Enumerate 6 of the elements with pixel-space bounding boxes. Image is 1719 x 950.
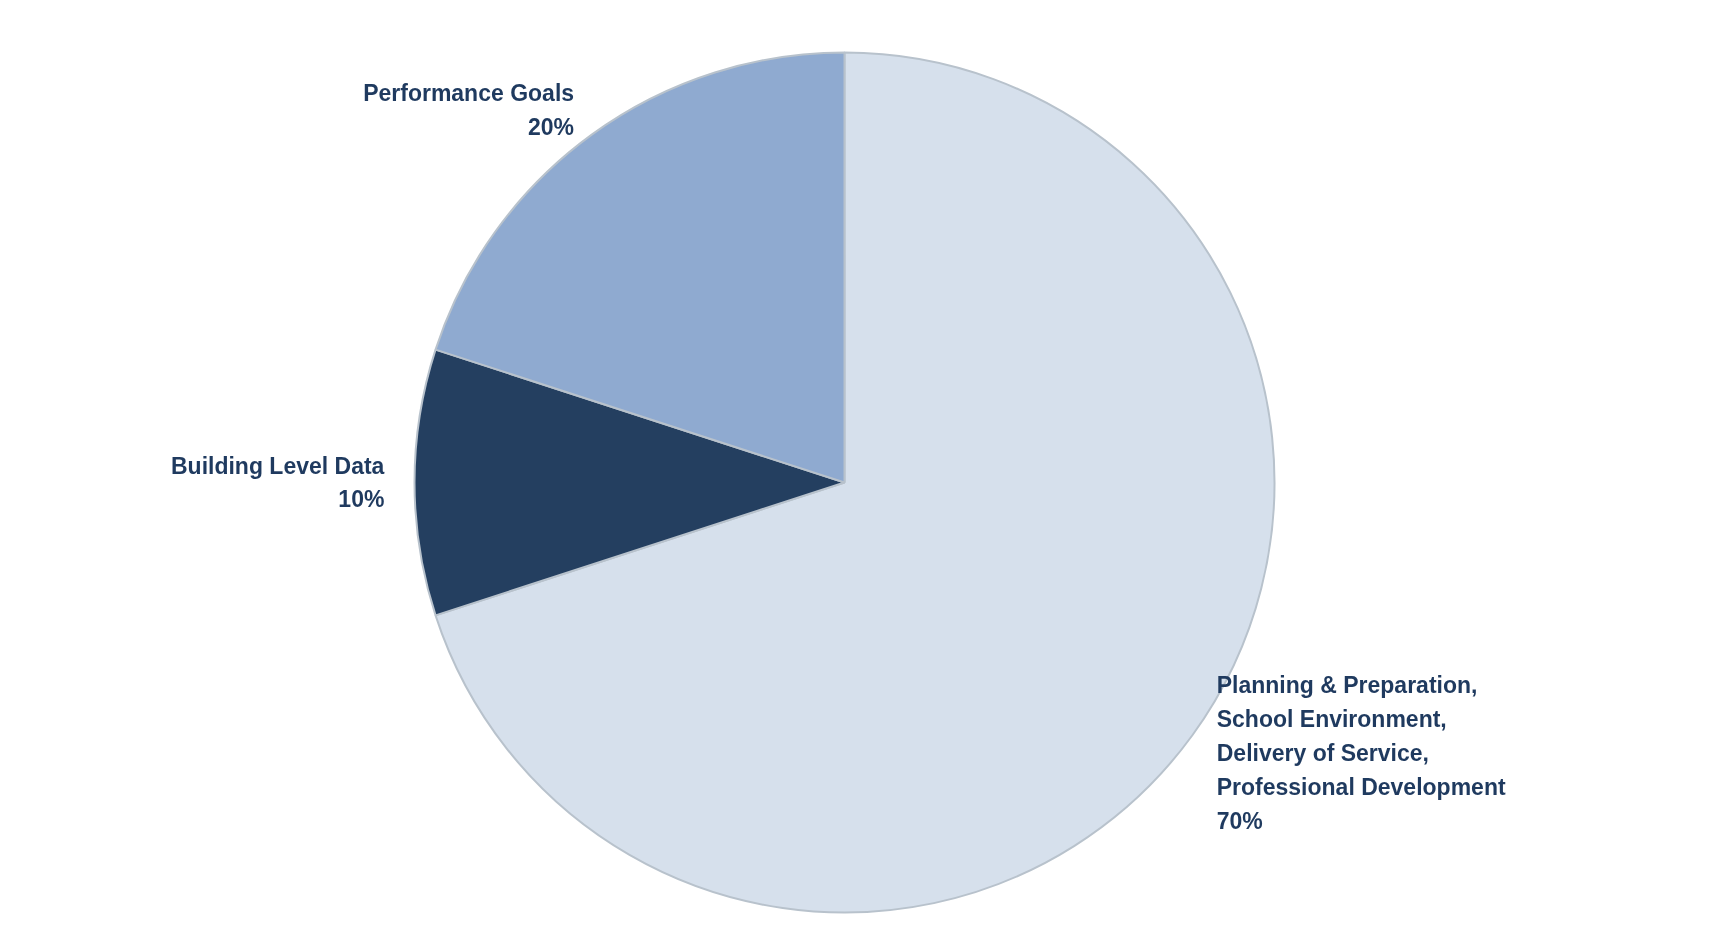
slice-label: Building Level Data bbox=[170, 452, 385, 479]
slice-label: Performance Goals bbox=[363, 80, 575, 107]
data-label: 20% bbox=[528, 114, 575, 141]
data-label: 70% bbox=[1216, 807, 1263, 834]
data-label: 10% bbox=[338, 486, 385, 513]
slice-label: Planning & Preparation, School Environment, Delivery of Service, Professional Development bbox=[1216, 672, 1506, 800]
